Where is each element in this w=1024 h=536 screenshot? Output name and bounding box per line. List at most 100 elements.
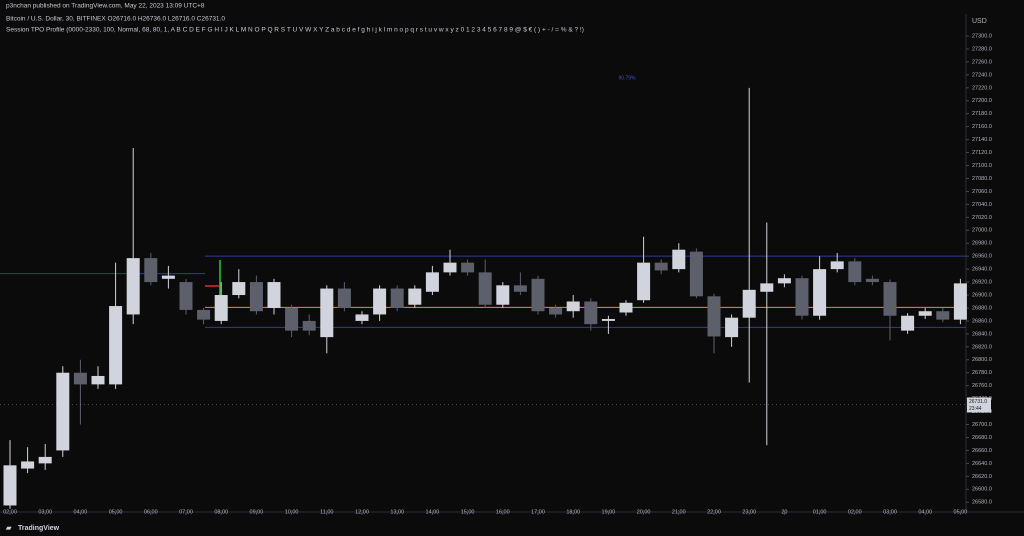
y-tick-label: 27180.0: [972, 111, 992, 117]
candle-body: [214, 295, 228, 321]
candle-body: [531, 278, 545, 312]
y-tick-label: 27200.0: [972, 98, 992, 104]
y-tick-label: 27280.0: [972, 46, 992, 52]
candle-body: [725, 317, 739, 338]
candle-body: [918, 311, 932, 316]
y-tick-label: 26960.0: [972, 254, 992, 260]
candle-body: [267, 282, 281, 308]
y-tick-label: 26880.0: [972, 305, 992, 311]
x-tick-label: 23:00: [742, 509, 756, 515]
candle-body: [654, 262, 668, 271]
candle-body: [249, 282, 263, 312]
candle-body: [689, 251, 703, 297]
y-tick-label: 26780.0: [972, 370, 992, 376]
y-tick-label: 26980.0: [972, 241, 992, 247]
candle-body: [549, 307, 563, 315]
candle-body: [637, 262, 651, 301]
y-tick-label: 27260.0: [972, 59, 992, 65]
candle-body: [373, 288, 387, 315]
y-tick-label: 26620.0: [972, 474, 992, 480]
y-tick-label: 27080.0: [972, 176, 992, 182]
x-tick-label: 03:00: [883, 509, 897, 515]
x-tick-label: 17:00: [531, 509, 545, 515]
y-tick-label: 27100.0: [972, 163, 992, 169]
candle-body: [109, 306, 123, 385]
candle-body: [126, 258, 140, 315]
x-tick-label: 07:00: [179, 509, 193, 515]
y-tick-label: 27300.0: [972, 33, 992, 39]
candle-body: [795, 278, 809, 316]
candle-body: [461, 262, 475, 273]
x-tick-label: 02:00: [848, 509, 862, 515]
candle-body: [302, 320, 316, 331]
candle-body: [496, 285, 510, 305]
candle-body: [478, 272, 492, 305]
y-tick-label: 26660.0: [972, 448, 992, 454]
y-tick-label: 27140.0: [972, 137, 992, 143]
x-tick-label: 15:00: [461, 509, 475, 515]
candle-body: [742, 289, 756, 318]
candle-body: [707, 296, 721, 337]
y-tick-label: 26700.0: [972, 422, 992, 428]
publisher: p3nchan published on TradingView.com, Ma…: [6, 3, 205, 10]
y-tick-label: 26800.0: [972, 357, 992, 363]
candle-body: [197, 309, 211, 320]
x-tick-label: 06:00: [144, 509, 158, 515]
x-tick-label: 22:00: [707, 509, 721, 515]
candle-body: [848, 261, 862, 283]
candle-body: [408, 288, 422, 305]
currency: USD: [972, 18, 987, 25]
candle-body: [760, 283, 774, 292]
candle-body: [513, 285, 527, 292]
candle-body: [619, 302, 633, 313]
candle-body: [21, 461, 35, 469]
candle-body: [91, 375, 105, 385]
candle-body: [425, 272, 439, 292]
x-tick-label: 05:00: [109, 509, 123, 515]
candle-body: [161, 275, 175, 279]
candle-body: [144, 258, 158, 283]
x-tick-label: 14:00: [426, 509, 440, 515]
candle-body: [601, 318, 615, 321]
chart-title: Bitcoin / U.S. Dollar, 30, BITFINEX O267…: [6, 16, 225, 23]
x-tick-label: 18:00: [566, 509, 580, 515]
last-price-box: [967, 397, 991, 413]
candle-body: [901, 315, 915, 331]
annotation: 90.79%: [619, 75, 637, 81]
x-tick-label: 13:00: [390, 509, 404, 515]
y-tick-label: 26600.0: [972, 487, 992, 493]
countdown-label: 23:44: [969, 406, 982, 412]
y-tick-label: 26900.0: [972, 292, 992, 298]
candle-body: [390, 288, 404, 308]
logo: ▰: [5, 525, 12, 532]
x-tick-label: 19:00: [602, 509, 616, 515]
brand: TradingView: [18, 525, 60, 532]
y-tick-label: 27020.0: [972, 215, 992, 221]
x-tick-label: 08:00: [214, 509, 228, 515]
x-tick-label: 12:00: [355, 509, 369, 515]
candle-body: [777, 278, 791, 284]
x-tick-label: 03:00: [38, 509, 52, 515]
y-tick-label: 26860.0: [972, 318, 992, 324]
x-tick-label: 04:00: [918, 509, 932, 515]
candle-body: [179, 282, 193, 310]
candle-body: [953, 283, 967, 320]
y-tick-label: 27040.0: [972, 202, 992, 208]
candle-body: [883, 282, 897, 316]
footer: [0, 520, 1024, 536]
x-tick-label: 10:00: [285, 509, 299, 515]
x-tick-label: 20:00: [637, 509, 651, 515]
candle-body: [865, 278, 879, 283]
candle-body: [337, 288, 351, 308]
candle-body: [56, 372, 70, 451]
candle-body: [443, 262, 457, 273]
x-tick-label: 01:00: [813, 509, 827, 515]
y-tick-label: 26940.0: [972, 267, 992, 273]
candle-body: [232, 282, 246, 296]
candle-body: [672, 249, 686, 270]
candle-body: [320, 288, 334, 338]
candle-body: [3, 465, 17, 506]
indicator-title: Session TPO Profile (0000-2330, 100, Nor…: [6, 27, 584, 34]
y-tick-label: 26580.0: [972, 500, 992, 506]
